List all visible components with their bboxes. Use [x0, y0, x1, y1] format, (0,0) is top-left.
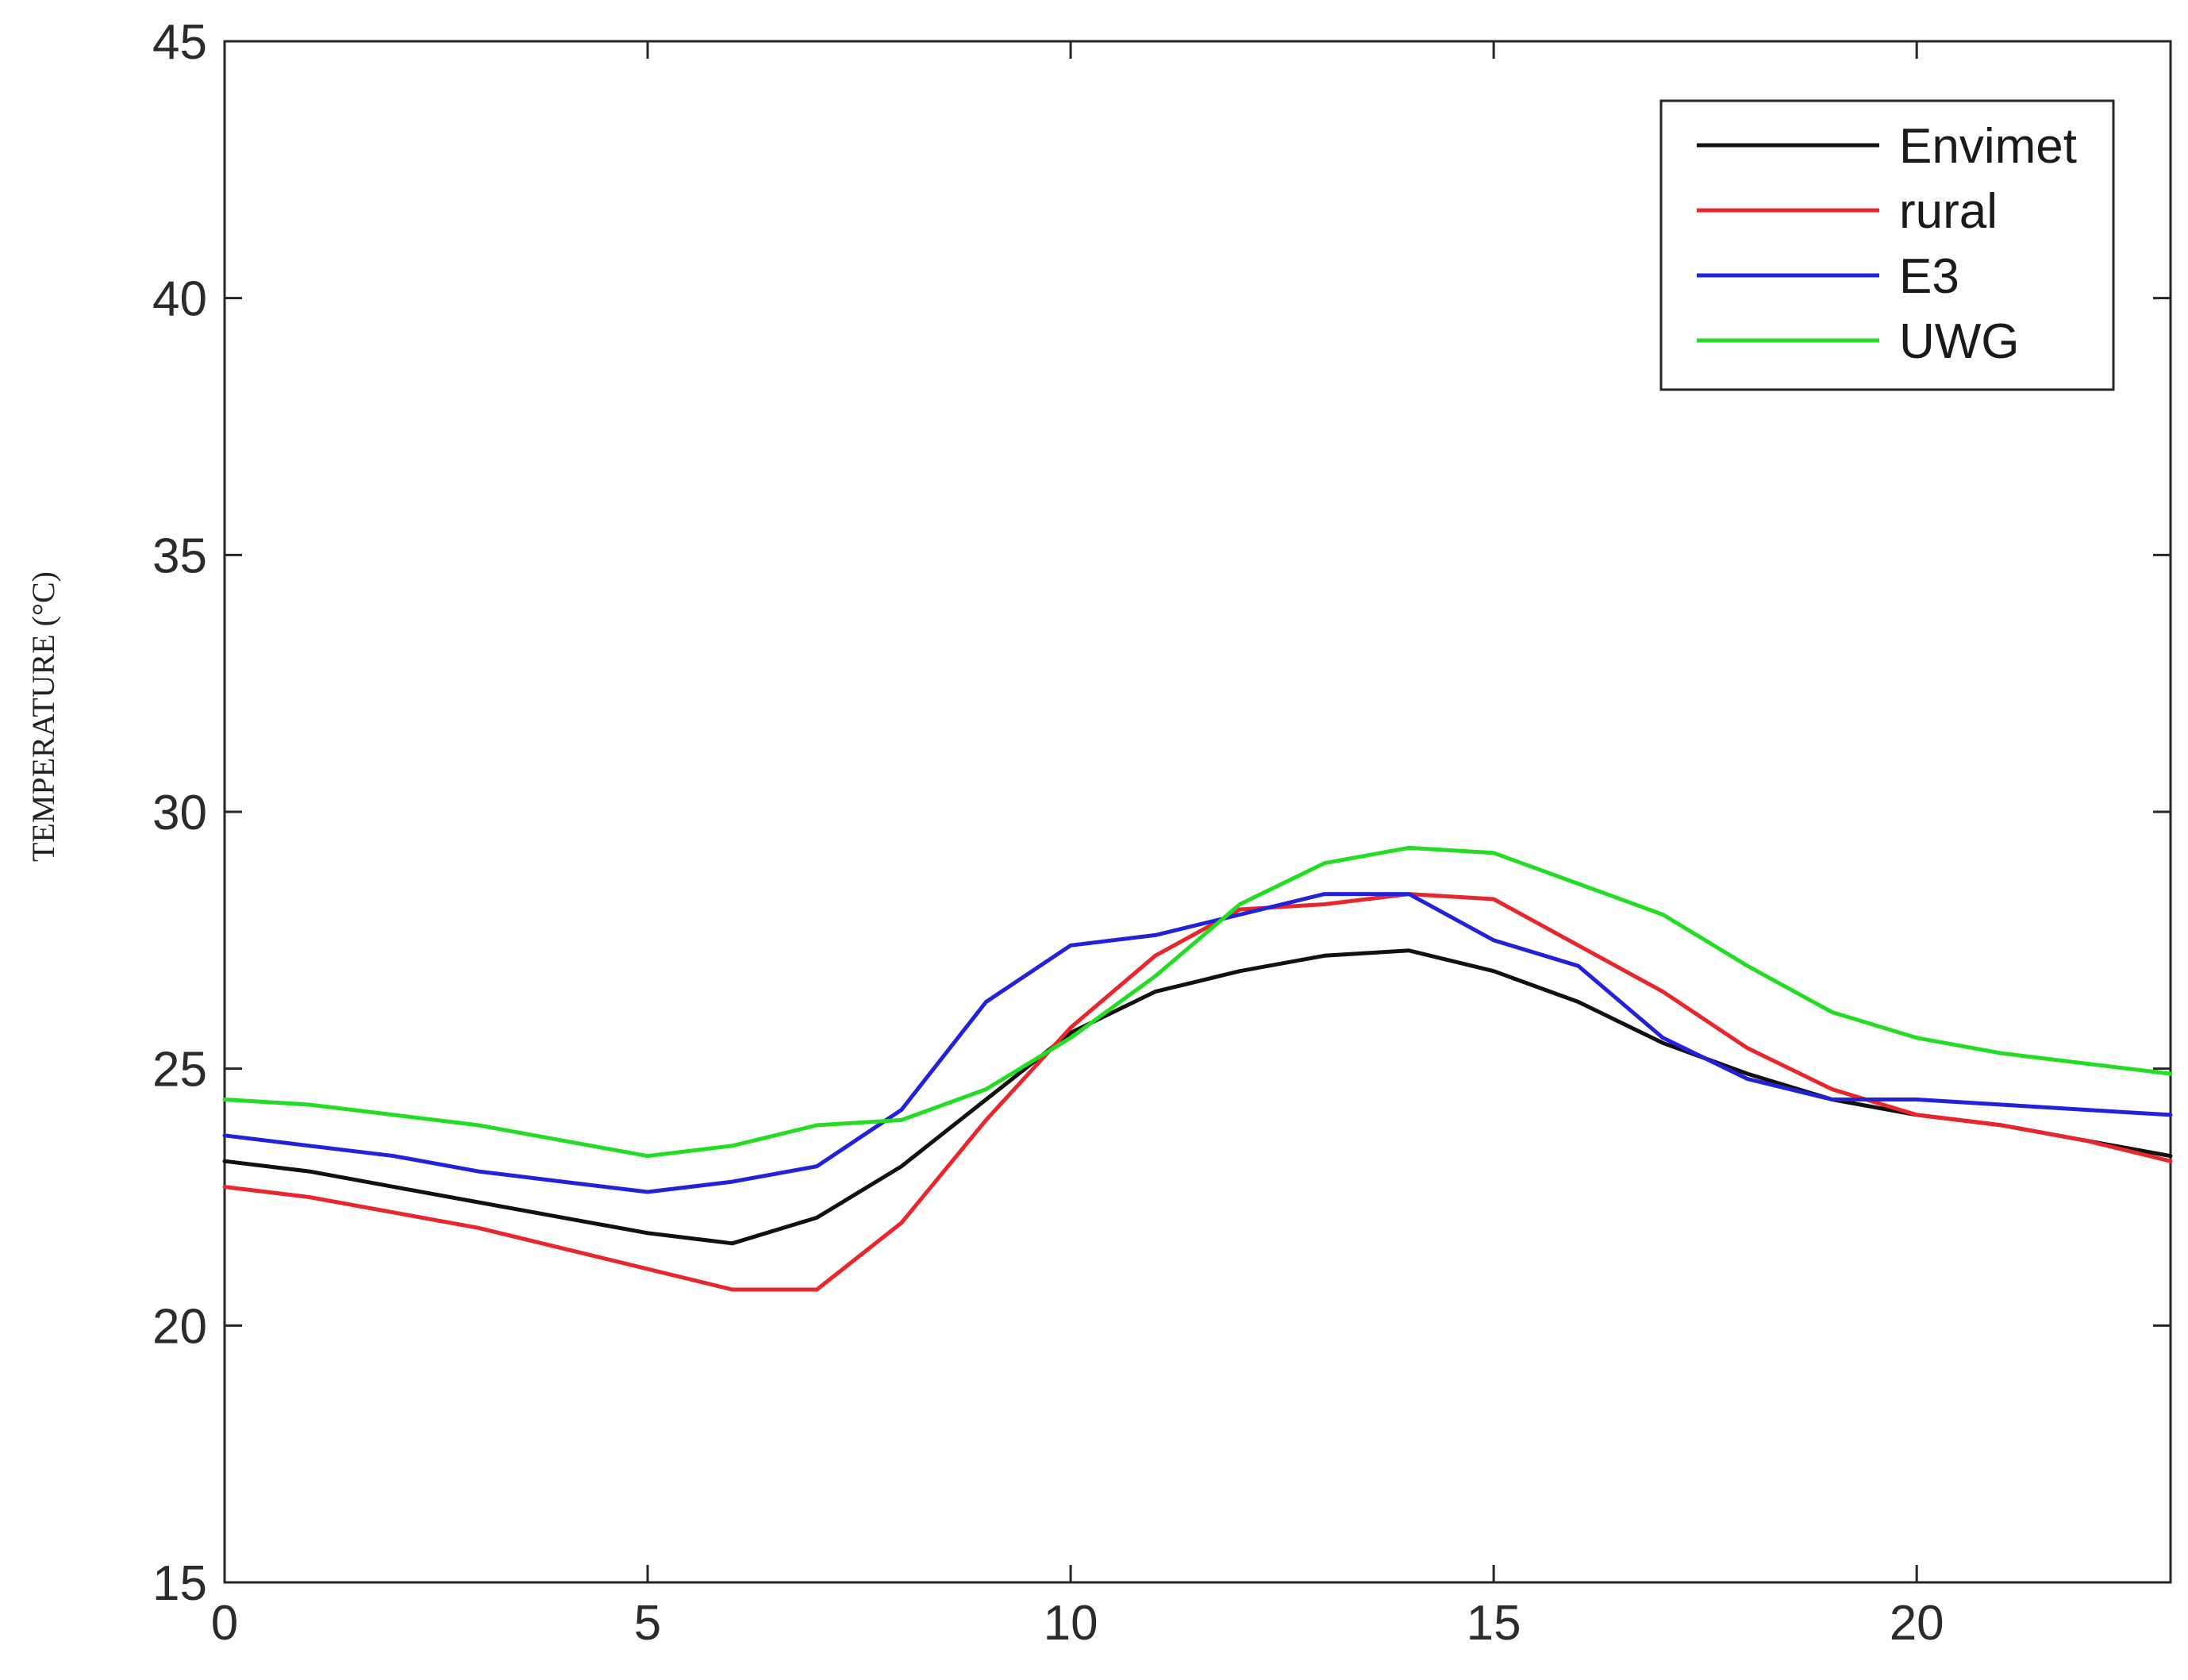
y-tick-label: 30 [152, 786, 207, 840]
series-line-e3 [222, 892, 2173, 1194]
legend: Envimet rural E3 UWG [1659, 99, 2115, 391]
y-axis-label: TEMPERATURE (°C) [25, 571, 61, 862]
series-line-uwg [222, 845, 2173, 1159]
x-tick-label: 10 [1044, 1596, 1098, 1651]
y-tick-label: 45 [152, 15, 207, 70]
y-tick-label: 35 [152, 529, 207, 583]
legend-label-e3: E3 [1899, 249, 1959, 304]
series-line-rural [222, 892, 2173, 1292]
x-tick-label: 0 [211, 1596, 238, 1651]
y-tick-label: 20 [152, 1299, 207, 1354]
x-tick-label: 20 [1890, 1596, 1944, 1651]
legend-label-envimet: Envimet [1899, 119, 2077, 174]
x-tick-label: 15 [1467, 1596, 1521, 1651]
y-tick-label: 15 [152, 1556, 207, 1611]
series-line-envimet [222, 948, 2173, 1246]
x-tick-label: 5 [634, 1596, 661, 1651]
legend-label-uwg: UWG [1899, 314, 2020, 369]
legend-label-rural: rural [1899, 184, 1998, 239]
axes: 0 5 10 15 20 15 20 25 30 35 40 45 [152, 15, 2172, 1651]
series-lines [222, 845, 2173, 1292]
y-tick-label: 40 [152, 272, 207, 327]
y-tick-label: 25 [152, 1043, 207, 1098]
